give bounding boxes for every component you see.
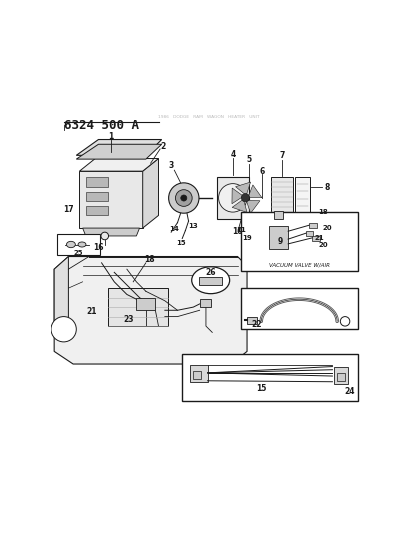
Circle shape [169, 183, 199, 213]
Bar [86, 206, 108, 215]
Text: 8: 8 [324, 183, 330, 192]
Ellipse shape [192, 267, 230, 294]
Text: 23: 23 [123, 315, 134, 324]
Text: 7: 7 [279, 151, 284, 160]
Text: 18: 18 [318, 209, 328, 215]
Circle shape [340, 317, 350, 326]
Circle shape [51, 317, 76, 342]
Bar [247, 317, 257, 324]
Bar [199, 277, 222, 285]
Text: 1: 1 [109, 132, 114, 141]
Text: 11: 11 [236, 227, 246, 232]
Polygon shape [143, 158, 158, 228]
Bar [274, 211, 284, 219]
Bar [86, 177, 108, 187]
Bar [182, 354, 358, 401]
Bar [241, 212, 358, 271]
Bar [337, 373, 345, 381]
Text: 1986   DODGE   RAM   WAGON   HEATER   UNIT: 1986 DODGE RAM WAGON HEATER UNIT [158, 115, 260, 119]
Circle shape [242, 193, 250, 202]
Polygon shape [76, 144, 162, 159]
Text: 3: 3 [169, 161, 174, 170]
Bar [334, 367, 348, 384]
Text: 14: 14 [169, 226, 179, 232]
Bar [57, 235, 100, 255]
Text: 15: 15 [176, 240, 186, 246]
Bar [306, 231, 313, 236]
Text: 20: 20 [323, 225, 333, 231]
Text: 5: 5 [246, 155, 251, 164]
Text: 24: 24 [345, 387, 355, 397]
Text: 25: 25 [73, 250, 83, 256]
Polygon shape [54, 256, 247, 364]
Text: 13: 13 [188, 223, 198, 229]
Bar [193, 372, 201, 379]
Bar [190, 365, 208, 382]
Polygon shape [82, 228, 140, 236]
Circle shape [175, 190, 192, 206]
Text: 19: 19 [242, 235, 252, 240]
Bar [217, 176, 248, 219]
Polygon shape [248, 185, 262, 198]
Bar [309, 223, 317, 228]
Text: 2: 2 [161, 142, 166, 151]
Text: 20: 20 [318, 243, 328, 248]
Polygon shape [232, 188, 244, 204]
Bar [295, 177, 310, 227]
Text: 6: 6 [259, 167, 265, 176]
Circle shape [219, 184, 247, 212]
Text: 21: 21 [87, 308, 98, 317]
Polygon shape [54, 256, 69, 333]
Bar [271, 177, 293, 227]
Text: 9: 9 [277, 237, 283, 246]
Bar [241, 288, 358, 329]
Ellipse shape [78, 242, 86, 247]
Text: 17: 17 [63, 205, 74, 214]
Text: 6324 500 A: 6324 500 A [64, 119, 139, 132]
Polygon shape [80, 171, 143, 228]
Circle shape [101, 232, 109, 240]
Bar [312, 236, 320, 241]
Text: VACUUM VALVE W/AIR: VACUUM VALVE W/AIR [269, 263, 330, 268]
Polygon shape [235, 182, 251, 196]
Ellipse shape [67, 241, 75, 248]
Circle shape [181, 195, 187, 201]
Bar [108, 288, 168, 326]
Text: 18: 18 [144, 255, 154, 264]
Bar [86, 192, 108, 201]
Text: 10: 10 [232, 227, 243, 236]
Text: 22: 22 [251, 320, 262, 329]
Text: 16: 16 [93, 243, 104, 252]
Polygon shape [76, 140, 162, 155]
Text: 26: 26 [206, 268, 216, 277]
Bar [136, 297, 155, 310]
Text: 4: 4 [230, 150, 235, 159]
Bar [200, 299, 211, 307]
Polygon shape [80, 158, 158, 171]
Text: 21: 21 [315, 235, 325, 240]
Bar [269, 227, 288, 248]
Polygon shape [232, 199, 247, 213]
Text: 15: 15 [256, 384, 266, 393]
Polygon shape [246, 200, 260, 213]
